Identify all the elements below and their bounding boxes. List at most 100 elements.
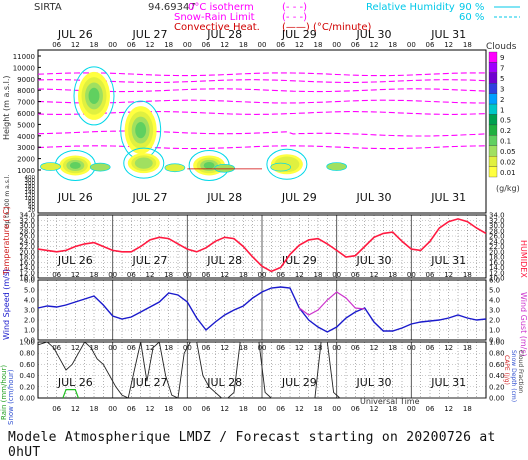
hour-label-wind: 00 (183, 271, 192, 279)
hour-label-bottom: 18 (90, 405, 99, 413)
height-axis-label2: Up to 200 m a.s.l. (4, 175, 11, 228)
hour-label-bottom: 18 (239, 405, 248, 413)
legend-convective: Convective Heat. (174, 22, 260, 33)
day-label-temp: JUL 27 (132, 254, 168, 267)
day-label-temp: JUL 29 (281, 254, 317, 267)
isotherm-line (37, 130, 487, 137)
height-tick-label: 4000 (17, 133, 35, 141)
temp-tick-left: 22.0 (19, 243, 35, 251)
hour-label-wind: 06 (52, 271, 61, 279)
cloud-legend-label: 3 (500, 85, 504, 93)
cloud-legend-swatch (488, 145, 498, 157)
station-name: SIRTA (34, 2, 62, 13)
cloud-legend-swatch (488, 114, 498, 126)
wind-tick-left: 4.0 (24, 297, 35, 305)
hour-label-precip-top: 06 (52, 344, 61, 352)
hour-label-top: 12 (146, 41, 155, 49)
temp-tick-left: 32.0 (19, 217, 35, 225)
hour-label-precip-top: 18 (314, 344, 323, 352)
temp-tick-right: 12.0 (489, 269, 505, 277)
hour-label-top: 18 (239, 41, 248, 49)
height-tick-label: 9000 (17, 76, 35, 84)
hour-label-precip-top: 06 (202, 344, 211, 352)
hour-label-top: 00 (332, 41, 341, 49)
cloud-legend-swatch (488, 103, 498, 115)
wind-gust-line (298, 291, 365, 316)
day-label-cloud: JUL 27 (132, 191, 168, 204)
precip-tick-left: 1.00 (19, 339, 35, 347)
hour-label-wind: 18 (164, 271, 173, 279)
wind-speed-line (37, 286, 487, 333)
day-label-cloud: JUL 26 (57, 191, 93, 204)
hour-label-top: 12 (295, 41, 304, 49)
precip-tick-left: 0.00 (19, 395, 35, 403)
cloud-legend-swatch (488, 83, 498, 94)
universal-time-label: Universal Time (360, 397, 420, 406)
hour-label-bottom: 00 (258, 405, 267, 413)
hour-label-wind: 12 (370, 271, 379, 279)
legend-dash-2: (- - -) (282, 12, 307, 23)
hour-label-top: 00 (183, 41, 192, 49)
wind-tick-right: 5.0 (489, 287, 500, 295)
humidex-axis-label: HUMIDEX (519, 240, 528, 278)
temp-tick-right: 22.0 (489, 243, 505, 251)
hour-label-precip-top: 06 (426, 344, 435, 352)
hour-label-precip-top: 06 (276, 344, 285, 352)
temp-tick-left: 24.0 (19, 238, 35, 246)
day-label-top: JUL 27 (132, 28, 168, 41)
hour-label-bottom: 00 (108, 405, 117, 413)
cloud-legend-swatch (488, 135, 498, 146)
temperature-axis-label: Temperature (°C) (2, 206, 11, 276)
hour-label-top: 06 (52, 41, 61, 49)
cloud-legend-swatch (488, 124, 498, 136)
hour-label-wind: 12 (444, 271, 453, 279)
meteogram: SIRTA 94.69347 0°C isotherm Snow-Rain Li… (0, 2, 528, 425)
temp-tick-left: 28.0 (19, 227, 35, 235)
cloud-blob (135, 121, 147, 139)
precip-tick-right: 0.60 (489, 361, 505, 369)
hour-label-wind: 12 (295, 271, 304, 279)
cloud-legend-label: 0.05 (500, 148, 516, 156)
hour-label-precip-top: 18 (388, 344, 397, 352)
hour-label-wind: 00 (108, 271, 117, 279)
precip-tick-right: 0.00 (489, 395, 505, 403)
hour-label-wind: 00 (258, 271, 267, 279)
hour-label-precip-top: 06 (127, 344, 136, 352)
cloud-legend-label: 7 (500, 65, 504, 73)
legend-rh60: 60 % (459, 12, 484, 23)
hour-label-precip-top: 12 (71, 344, 80, 352)
hour-label-bottom: 00 (183, 405, 192, 413)
hour-label-top: 12 (220, 41, 229, 49)
temp-tick-right: 16.0 (489, 259, 505, 267)
hour-label-precip-top: 00 (258, 344, 267, 352)
cloud-legend-label: 0.02 (500, 158, 516, 166)
cloud-legend-swatch (488, 166, 498, 178)
legend-isotherm: 0°C isotherm (188, 2, 254, 13)
cloud-legend-label: 5 (500, 75, 504, 83)
day-label-precip: JUL 29 (281, 376, 317, 389)
temp-tick-left: 16.0 (19, 259, 35, 267)
wind-tick-left: 5.0 (24, 287, 35, 295)
height-tick-label: 1000 (17, 167, 35, 175)
cloud-legend-label: 0.01 (500, 169, 516, 177)
low-height-tick-label: 300 (25, 178, 36, 184)
legend-snowrain: Snow-Rain Limit (174, 12, 255, 23)
hour-label-precip-top: 00 (407, 344, 416, 352)
height-tick-label: 10000 (13, 64, 35, 72)
day-label-top: JUL 28 (206, 28, 242, 41)
hour-label-top: 00 (407, 41, 416, 49)
temp-tick-right: 14.0 (489, 264, 505, 272)
hour-label-wind: 18 (239, 271, 248, 279)
day-label-cloud: JUL 28 (206, 191, 242, 204)
low-height-tick-label: 180 (25, 184, 36, 190)
temp-tick-right: 26.0 (489, 233, 505, 241)
hour-label-top: 12 (370, 41, 379, 49)
day-label-top: JUL 30 (356, 28, 392, 41)
day-label-precip: JUL 30 (356, 376, 392, 389)
hour-label-bottom: 06 (276, 405, 285, 413)
day-label-top: JUL 31 (430, 28, 466, 41)
hour-label-bottom: 18 (314, 405, 323, 413)
day-label-temp: JUL 31 (430, 254, 466, 267)
hour-label-bottom: 12 (444, 405, 453, 413)
low-cloud-patch (270, 162, 292, 172)
